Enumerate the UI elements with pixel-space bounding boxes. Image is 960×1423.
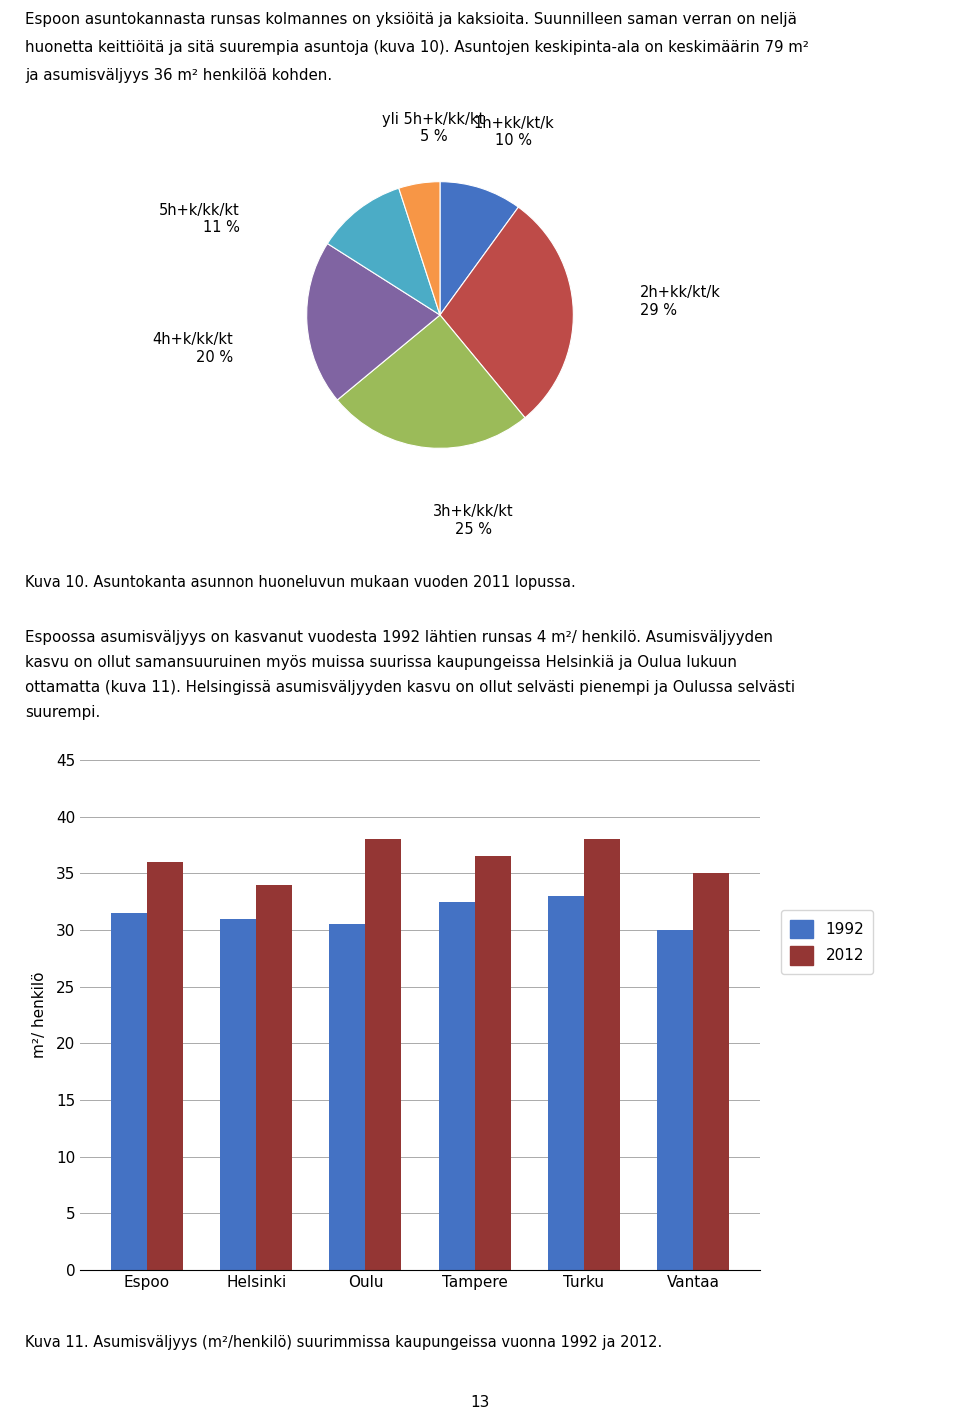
Bar [111, 914, 147, 1269]
Text: ja asumisväljyys 36 m² henkilöä kohden.: ja asumisväljyys 36 m² henkilöä kohden. [25, 68, 332, 83]
Text: 1h+kk/kt/k
10 %: 1h+kk/kt/k 10 % [473, 115, 554, 148]
Text: Kuva 11. Asumisväljyys (m²/henkilö) suurimmissa kaupungeissa vuonna 1992 ja 2012: Kuva 11. Asumisväljyys (m²/henkilö) suur… [25, 1335, 662, 1350]
Text: kasvu on ollut samansuuruinen myös muissa suurissa kaupungeissa Helsinkiä ja Oul: kasvu on ollut samansuuruinen myös muiss… [25, 655, 737, 670]
Bar [439, 902, 474, 1269]
Legend: 1992, 2012: 1992, 2012 [781, 911, 874, 973]
Bar [548, 896, 584, 1269]
Bar [584, 840, 620, 1269]
Wedge shape [306, 243, 440, 400]
Text: 5h+k/kk/kt
11 %: 5h+k/kk/kt 11 % [159, 203, 240, 235]
Bar [256, 885, 292, 1269]
Text: 3h+k/kk/kt
25 %: 3h+k/kk/kt 25 % [433, 504, 514, 536]
Text: 2h+kk/kt/k
29 %: 2h+kk/kt/k 29 % [640, 286, 721, 317]
Bar [147, 862, 183, 1269]
Text: Espoon asuntokannasta runsas kolmannes on yksiöitä ja kaksioita. Suunnilleen sam: Espoon asuntokannasta runsas kolmannes o… [25, 11, 797, 27]
Wedge shape [440, 208, 573, 418]
Text: 4h+k/kk/kt
20 %: 4h+k/kk/kt 20 % [153, 332, 233, 364]
Bar [366, 840, 401, 1269]
Text: Kuva 10. Asuntokanta asunnon huoneluvun mukaan vuoden 2011 lopussa.: Kuva 10. Asuntokanta asunnon huoneluvun … [25, 575, 576, 591]
Y-axis label: m²/ henkilö: m²/ henkilö [33, 972, 47, 1059]
Wedge shape [327, 188, 440, 314]
Wedge shape [337, 314, 525, 448]
Bar [693, 874, 729, 1269]
Bar [474, 857, 511, 1269]
Text: huonetta keittiöitä ja sitä suurempia asuntoja (kuva 10). Asuntojen keskipinta-a: huonetta keittiöitä ja sitä suurempia as… [25, 40, 809, 55]
Wedge shape [440, 182, 518, 314]
Bar [220, 919, 256, 1269]
Text: Espoossa asumisväljyys on kasvanut vuodesta 1992 lähtien runsas 4 m²/ henkilö. A: Espoossa asumisväljyys on kasvanut vuode… [25, 630, 773, 645]
Bar [329, 925, 366, 1269]
Text: yli 5h+k/kk/kt
5 %: yli 5h+k/kk/kt 5 % [382, 112, 485, 144]
Text: 13: 13 [470, 1395, 490, 1410]
Text: suurempi.: suurempi. [25, 704, 100, 720]
Wedge shape [398, 182, 440, 314]
Text: ottamatta (kuva 11). Helsingissä asumisväljyyden kasvu on ollut selvästi pienemp: ottamatta (kuva 11). Helsingissä asumisv… [25, 680, 795, 694]
Bar [657, 931, 693, 1269]
